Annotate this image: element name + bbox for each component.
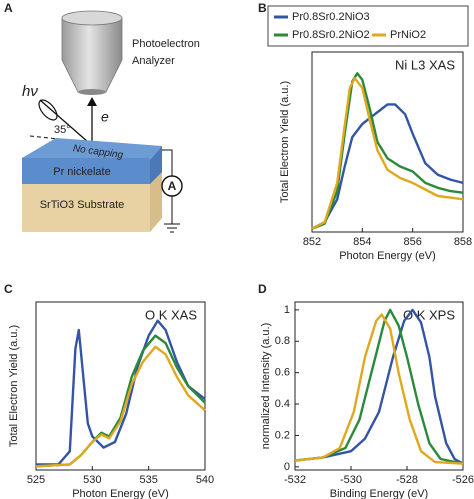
top-face — [22, 138, 162, 160]
series-line — [35, 345, 206, 468]
x-tick-label: -528 — [396, 474, 418, 486]
photon-beam — [39, 99, 89, 143]
y-tick-label: 0 — [284, 461, 290, 473]
ammeter — [161, 175, 183, 197]
series-line — [36, 319, 206, 466]
analyzer-aperture — [78, 89, 106, 95]
annotation: Ni L3 XAS — [395, 57, 455, 72]
series-line — [311, 77, 464, 230]
y-tick-label: 0.2 — [275, 429, 290, 441]
x-tick-label: 858 — [454, 236, 472, 248]
photon-label: hν — [22, 83, 38, 100]
analyzer-label: Analyzer — [132, 55, 175, 67]
y-tick-label: 0.4 — [275, 398, 290, 410]
analyzer — [61, 17, 123, 93]
x-axis-label: Binding Energy (eV) — [330, 488, 428, 499]
panel-label: A — [4, 1, 13, 15]
polarization — [38, 99, 58, 121]
angle-label: 35° — [54, 124, 71, 136]
x-tick-label: 530 — [83, 474, 101, 486]
schematic: Photoelectron Analyzer e hν 35° No cappi… — [22, 10, 200, 233]
substrate-layer — [22, 184, 150, 232]
ammeter-label: A — [168, 179, 177, 193]
panel-label: C — [4, 282, 13, 296]
annotation: O K XAS — [145, 307, 197, 322]
plot-frame — [35, 301, 206, 471]
x-tick-label: -532 — [284, 474, 306, 486]
x-tick-label: 540 — [196, 474, 214, 486]
legend-label: PrNiO2 — [390, 29, 426, 41]
layer-label: SrTiO3 Substrate — [40, 199, 125, 211]
layer-label: Pr nickelate — [53, 166, 110, 178]
wire — [162, 149, 173, 224]
legend-label: Pr0.8Sr0.2NiO3 — [292, 11, 370, 23]
y-axis-label: normalized Intensity (a.u.) — [260, 323, 272, 450]
legend-box — [267, 5, 469, 47]
x-tick-label: 852 — [303, 236, 321, 248]
x-tick-label: -530 — [340, 474, 362, 486]
x-tick-label: 856 — [403, 236, 421, 248]
y-axis-label: Total Electron Yield (a.u.) — [279, 81, 291, 203]
panel-label: D — [258, 282, 267, 296]
series-line — [294, 313, 464, 465]
y-tick-label: 1 — [284, 304, 290, 316]
series-line — [294, 308, 464, 465]
x-axis-label: Photon Energy (eV) — [339, 250, 436, 262]
series-line — [311, 103, 464, 230]
x-tick-label: 854 — [353, 236, 371, 248]
plot-frame — [294, 301, 464, 471]
x-axis-label: Photon Energy (eV) — [72, 488, 169, 499]
ground — [164, 223, 180, 233]
series-line — [294, 308, 464, 465]
x-tick-label: 525 — [27, 474, 45, 486]
film-layer — [22, 158, 150, 184]
y-axis-label: Total Electron Yield (a.u.) — [8, 325, 20, 447]
analyzer-label: Photoelectron — [132, 38, 200, 50]
legend-label: Pr0.8Sr0.2NiO2 — [292, 29, 370, 41]
electron-label: e — [101, 109, 109, 125]
analyzer-top — [61, 10, 123, 26]
arrow-head — [87, 97, 97, 106]
side-face — [150, 146, 162, 184]
x-tick-label: -526 — [452, 474, 474, 486]
panel-label: B — [258, 1, 267, 15]
annotation: O K XPS — [403, 307, 455, 322]
y-tick-label: 0.8 — [275, 335, 290, 347]
plot-frame — [311, 51, 464, 233]
series-line — [35, 334, 206, 468]
y-tick-label: 0.6 — [275, 367, 290, 379]
x-tick-label: 535 — [139, 474, 157, 486]
